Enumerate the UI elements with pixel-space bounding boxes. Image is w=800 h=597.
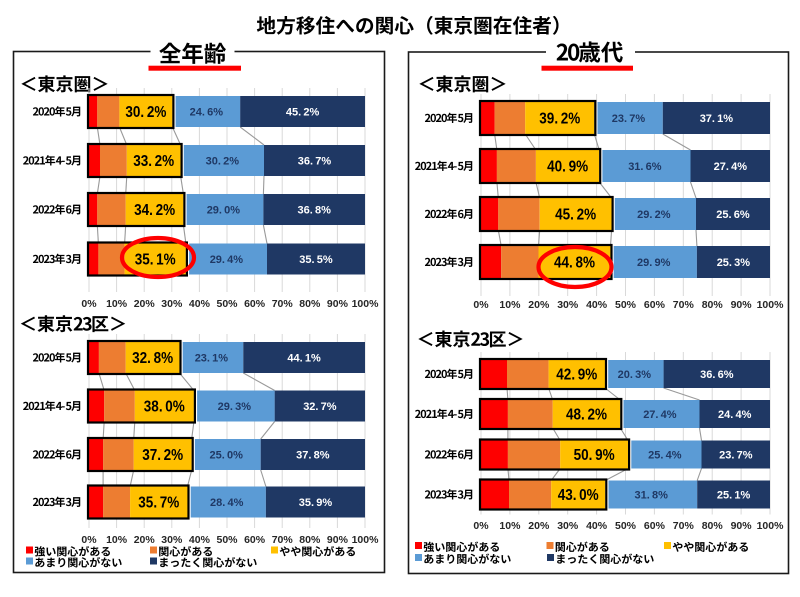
svg-text:50%: 50%	[216, 534, 238, 546]
svg-text:37. 1%: 37. 1%	[700, 113, 734, 125]
svg-text:45. 2%: 45. 2%	[555, 207, 596, 224]
svg-text:60%: 60%	[244, 298, 266, 310]
svg-text:20%: 20%	[528, 299, 550, 311]
svg-text:60%: 60%	[644, 299, 666, 311]
svg-text:30%: 30%	[557, 520, 579, 532]
svg-text:37. 8%: 37. 8%	[296, 449, 330, 461]
svg-text:32. 8%: 32. 8%	[132, 350, 173, 367]
svg-text:100%: 100%	[757, 520, 785, 532]
svg-text:44. 1%: 44. 1%	[287, 352, 321, 364]
svg-text:50%: 50%	[615, 299, 637, 311]
svg-text:0%: 0%	[473, 520, 489, 532]
svg-text:25. 3%: 25. 3%	[717, 257, 751, 269]
svg-text:100%: 100%	[352, 534, 380, 546]
svg-text:23. 1%: 23. 1%	[195, 352, 229, 364]
svg-text:38. 0%: 38. 0%	[144, 399, 185, 416]
svg-text:33. 2%: 33. 2%	[133, 153, 174, 170]
svg-text:90%: 90%	[327, 298, 349, 310]
svg-text:24. 6%: 24. 6%	[190, 106, 224, 118]
svg-text:29. 2%: 29. 2%	[637, 209, 671, 221]
svg-text:31. 8%: 31. 8%	[634, 489, 668, 501]
svg-text:0%: 0%	[81, 534, 97, 546]
svg-text:35. 7%: 35. 7%	[138, 495, 179, 512]
svg-text:20. 3%: 20. 3%	[618, 369, 652, 381]
svg-text:35. 5%: 35. 5%	[299, 254, 333, 266]
svg-text:80%: 80%	[299, 534, 321, 546]
svg-text:29. 4%: 29. 4%	[210, 254, 244, 266]
svg-text:24. 4%: 24. 4%	[718, 409, 752, 421]
svg-text:27. 4%: 27. 4%	[714, 161, 748, 173]
svg-text:20%: 20%	[528, 520, 550, 532]
svg-text:90%: 90%	[731, 299, 753, 311]
svg-text:80%: 80%	[702, 299, 724, 311]
svg-text:40%: 40%	[586, 520, 608, 532]
svg-text:35. 9%: 35. 9%	[299, 497, 333, 509]
svg-text:30. 2%: 30. 2%	[125, 104, 166, 121]
svg-text:28. 4%: 28. 4%	[210, 497, 244, 509]
svg-text:36. 8%: 36. 8%	[297, 204, 331, 216]
svg-text:10%: 10%	[499, 299, 521, 311]
svg-text:39. 2%: 39. 2%	[539, 111, 580, 128]
svg-text:25. 0%: 25. 0%	[209, 449, 243, 461]
svg-text:30%: 30%	[557, 299, 579, 311]
svg-text:48. 2%: 48. 2%	[566, 407, 607, 424]
svg-text:45. 2%: 45. 2%	[286, 106, 320, 118]
svg-text:70%: 70%	[673, 299, 695, 311]
svg-text:100%: 100%	[757, 299, 785, 311]
svg-text:35. 1%: 35. 1%	[135, 252, 176, 269]
svg-text:40%: 40%	[189, 534, 211, 546]
svg-text:37. 2%: 37. 2%	[142, 447, 183, 464]
svg-text:43. 0%: 43. 0%	[558, 487, 599, 504]
svg-text:30%: 30%	[161, 298, 183, 310]
svg-text:70%: 70%	[272, 534, 294, 546]
svg-text:10%: 10%	[106, 534, 128, 546]
svg-text:0%: 0%	[473, 299, 489, 311]
svg-text:90%: 90%	[327, 534, 349, 546]
svg-text:30%: 30%	[161, 534, 183, 546]
svg-text:70%: 70%	[272, 298, 294, 310]
svg-text:50. 9%: 50. 9%	[574, 447, 615, 464]
svg-text:80%: 80%	[702, 520, 724, 532]
svg-text:50%: 50%	[615, 520, 637, 532]
svg-text:10%: 10%	[499, 520, 521, 532]
svg-text:29. 9%: 29. 9%	[637, 257, 671, 269]
svg-text:29. 0%: 29. 0%	[207, 204, 241, 216]
svg-text:0%: 0%	[81, 298, 97, 310]
svg-text:60%: 60%	[244, 534, 266, 546]
svg-text:36. 7%: 36. 7%	[298, 155, 332, 167]
svg-text:20%: 20%	[134, 534, 156, 546]
svg-text:32. 7%: 32. 7%	[303, 401, 337, 413]
svg-text:50%: 50%	[216, 298, 238, 310]
svg-text:34. 2%: 34. 2%	[134, 202, 175, 219]
svg-text:36. 6%: 36. 6%	[700, 369, 734, 381]
svg-text:90%: 90%	[731, 520, 753, 532]
svg-text:40. 9%: 40. 9%	[547, 159, 588, 176]
svg-text:23. 7%: 23. 7%	[719, 449, 753, 461]
svg-text:27. 4%: 27. 4%	[643, 409, 677, 421]
svg-text:25. 4%: 25. 4%	[648, 449, 682, 461]
svg-text:60%: 60%	[644, 520, 666, 532]
svg-text:42. 9%: 42. 9%	[556, 367, 597, 384]
svg-text:100%: 100%	[352, 298, 380, 310]
svg-text:10%: 10%	[106, 298, 128, 310]
svg-text:40%: 40%	[189, 298, 211, 310]
svg-text:31. 6%: 31. 6%	[628, 161, 662, 173]
svg-text:25. 1%: 25. 1%	[717, 489, 751, 501]
svg-text:80%: 80%	[299, 298, 321, 310]
svg-text:44. 8%: 44. 8%	[554, 255, 595, 272]
svg-text:70%: 70%	[673, 520, 695, 532]
svg-text:30. 2%: 30. 2%	[206, 155, 240, 167]
svg-text:20%: 20%	[134, 298, 156, 310]
svg-text:40%: 40%	[586, 299, 608, 311]
svg-text:23. 7%: 23. 7%	[612, 113, 646, 125]
svg-text:25. 6%: 25. 6%	[716, 209, 750, 221]
svg-text:29. 3%: 29. 3%	[218, 401, 252, 413]
